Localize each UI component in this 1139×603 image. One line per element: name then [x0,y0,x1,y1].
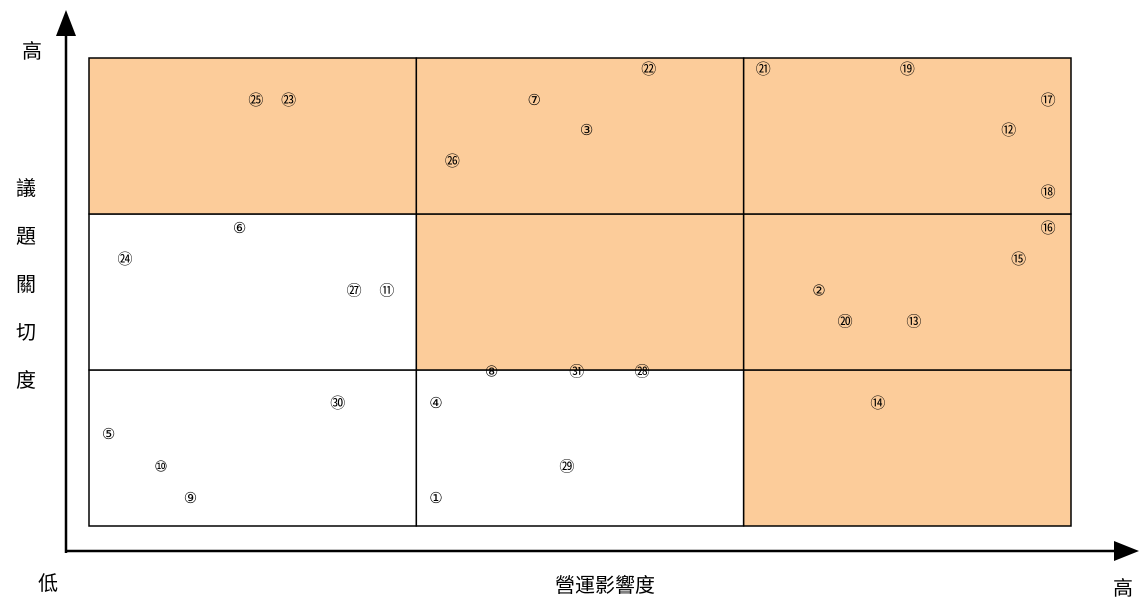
data-point: ⑯ [1041,219,1056,237]
matrix-cells [88,57,1072,527]
data-point: ㉗ [347,281,362,299]
data-point: ① [429,489,442,507]
x-axis-low-label: 低 [38,571,58,595]
matrix-cell [88,369,418,527]
matrix-cell [742,57,1072,215]
axes [56,10,1139,561]
data-point: ⑥ [233,219,246,237]
matrix-cell [415,213,745,371]
y-axis-title: 議題關切度 [16,176,36,392]
data-point: ⑮ [1011,250,1026,268]
x-axis-title: 營運影響度 [555,573,655,597]
data-point: ⑱ [1041,183,1056,201]
data-point: ㉔ [117,250,132,268]
data-point: ㉓ [281,91,296,109]
data-point: ㉖ [445,152,460,170]
data-point: ② [812,281,825,299]
data-point: ⑤ [102,425,115,443]
matrix-cell [415,369,745,527]
data-point: ㉛ [569,363,584,381]
matrix-cell [88,213,418,371]
data-point: ㉚ [330,394,345,412]
data-point: ⑫ [1001,121,1016,139]
data-point: ③ [580,121,593,139]
data-point: ⑰ [1041,91,1056,109]
matrix-cell [742,213,1072,371]
data-point: ㉕ [248,91,263,109]
data-point: ⑧ [485,363,498,381]
data-point: ④ [429,394,442,412]
data-point: ㉑ [756,60,771,78]
data-point: ⑩ [154,458,167,476]
data-point: ⑪ [379,281,394,299]
y-axis-high-label: 高 [22,39,42,63]
x-axis-arrow [1114,541,1139,561]
x-axis-high-label: 高 [1113,576,1133,600]
y-axis-arrow [56,10,76,36]
data-point: ⑳ [838,313,853,331]
data-point: ⑬ [906,313,921,331]
matrix-cell [415,57,745,215]
data-point: ⑨ [184,489,197,507]
data-point: ⑦ [527,91,540,109]
data-point: ㉙ [559,458,574,476]
data-point: ㉘ [635,363,650,381]
data-point: ⑲ [900,60,915,78]
matrix-cell [742,369,1072,527]
data-point: ⑭ [870,394,885,412]
matrix-cell [88,57,418,215]
data-point: ㉒ [641,60,656,78]
